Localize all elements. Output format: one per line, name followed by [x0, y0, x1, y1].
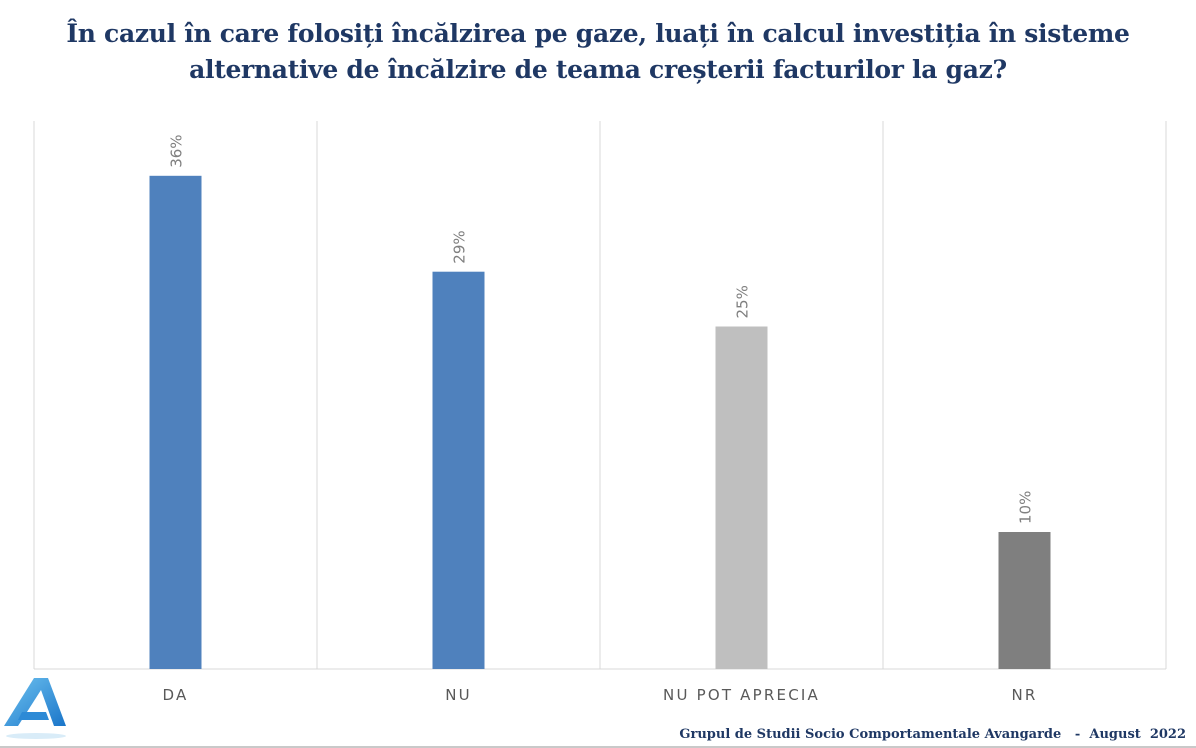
- source-footer: Grupul de Studii Socio Comportamentale A…: [679, 727, 1186, 742]
- category-label: NU: [445, 686, 472, 704]
- bars: [149, 175, 1051, 670]
- category-labels: DA NU NU POT APRECIA NR: [163, 686, 1037, 704]
- chart-title: În cazul în care folosiți încălzirea pe …: [66, 19, 1130, 84]
- category-label: NR: [1011, 686, 1037, 704]
- data-label: 29%: [451, 230, 469, 263]
- data-label: 10%: [1017, 491, 1035, 524]
- data-label: 36%: [168, 134, 186, 167]
- bar-da: [149, 175, 202, 670]
- data-label: 25%: [734, 285, 752, 318]
- bar-nu-pot-aprecia: [715, 326, 768, 669]
- bar-nu: [432, 271, 485, 669]
- footer-source: Grupul de Studii Socio Comportamentale A…: [679, 727, 1062, 742]
- bottom-rule: [0, 746, 1196, 748]
- avangarde-logo-icon: [4, 678, 66, 739]
- footer-date: August 2022: [1089, 727, 1186, 742]
- footer-separator: -: [1074, 727, 1081, 742]
- value-labels: 36% 29% 25% 10%: [168, 134, 1035, 524]
- category-label: DA: [163, 686, 189, 704]
- bar-nr: [998, 532, 1051, 669]
- category-label: NU POT APRECIA: [663, 686, 820, 704]
- gridlines: [33, 121, 1167, 670]
